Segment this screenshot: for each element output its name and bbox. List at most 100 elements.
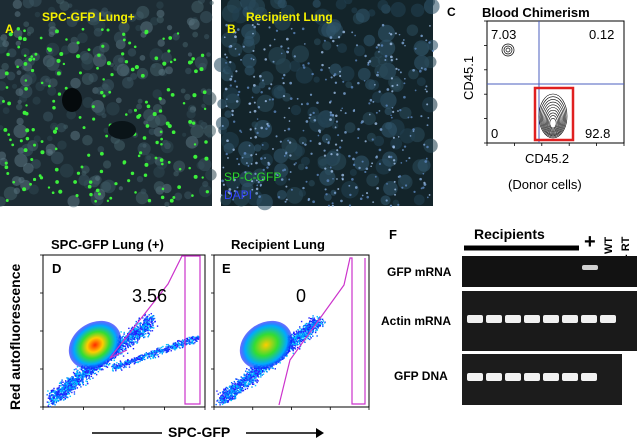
- event: [48, 392, 51, 395]
- gfp-cell: [94, 199, 97, 203]
- dapi-nucleus: [229, 78, 233, 81]
- tissue-blob: [243, 35, 255, 47]
- dapi-nucleus: [228, 45, 231, 48]
- event: [176, 345, 179, 347]
- event: [233, 396, 235, 398]
- event: [128, 363, 131, 366]
- dapi-nucleus: [220, 194, 223, 197]
- dapi-nucleus: [312, 200, 316, 204]
- event: [171, 346, 174, 349]
- event: [180, 341, 183, 343]
- gfp-cell: [30, 158, 34, 162]
- gfp-cell: [18, 36, 23, 41]
- event: [119, 365, 122, 367]
- tissue-blob: [116, 63, 130, 77]
- dapi-nucleus: [252, 84, 256, 87]
- event: [223, 402, 225, 404]
- event: [136, 334, 138, 337]
- gfp-cell: [101, 44, 105, 48]
- gfp-cell: [52, 99, 56, 103]
- event: [251, 373, 253, 375]
- event: [224, 402, 226, 404]
- event: [147, 352, 149, 355]
- event: [159, 351, 162, 353]
- event: [162, 349, 165, 351]
- event: [79, 383, 81, 386]
- event: [298, 343, 300, 346]
- gfp-cell: [97, 53, 101, 57]
- event: [316, 329, 319, 331]
- gfp-cell: [12, 180, 16, 184]
- event: [136, 330, 139, 332]
- event: [77, 373, 80, 376]
- dapi-nucleus: [403, 145, 407, 148]
- event: [124, 363, 126, 366]
- event: [134, 357, 136, 360]
- dapi-nucleus: [266, 166, 269, 169]
- event: [224, 395, 227, 398]
- event: [235, 387, 237, 390]
- tissue-blob: [172, 33, 180, 41]
- dapi-nucleus: [266, 122, 269, 126]
- event: [295, 333, 297, 335]
- event: [242, 377, 245, 379]
- dapi-nucleus: [318, 131, 321, 134]
- tissue-blob: [280, 4, 295, 20]
- event: [162, 351, 165, 353]
- dapi-nucleus: [230, 75, 233, 78]
- dapi-nucleus: [375, 155, 378, 159]
- event: [146, 316, 149, 318]
- event: [304, 324, 306, 327]
- event: [64, 380, 67, 382]
- event: [296, 334, 298, 336]
- dapi-nucleus: [343, 92, 346, 95]
- tissue-blob: [118, 186, 123, 191]
- event: [225, 396, 227, 399]
- event: [89, 369, 91, 371]
- dapi-nucleus: [256, 184, 259, 187]
- event: [299, 327, 301, 330]
- event: [253, 372, 256, 374]
- event: [145, 352, 148, 354]
- tissue-blob: [70, 77, 81, 89]
- event: [124, 345, 126, 347]
- event: [69, 388, 72, 391]
- tissue-blob: [51, 151, 64, 165]
- event: [113, 357, 115, 360]
- event: [314, 331, 317, 334]
- tissue-blob: [173, 170, 179, 177]
- dapi-nucleus: [337, 36, 341, 39]
- dapi-nucleus: [405, 160, 408, 162]
- event: [143, 319, 145, 322]
- event: [137, 361, 139, 364]
- gfp-cell: [169, 198, 174, 203]
- tissue-blob: [313, 38, 321, 46]
- gfp-cell: [137, 154, 141, 158]
- gfp-cell: [194, 69, 198, 74]
- event: [152, 351, 155, 353]
- event: [220, 398, 222, 400]
- gfp-cell: [200, 53, 205, 58]
- event: [82, 382, 84, 385]
- event: [234, 385, 237, 387]
- tissue-blob: [217, 99, 227, 109]
- event: [69, 386, 71, 388]
- event: [128, 360, 131, 362]
- event: [86, 371, 88, 373]
- dapi-nucleus: [272, 148, 274, 150]
- dapi-nucleus: [238, 90, 241, 94]
- dapi-nucleus: [368, 113, 371, 116]
- gfp-cell: [127, 179, 131, 183]
- tissue-blob: [31, 159, 41, 169]
- event: [217, 399, 219, 401]
- dapi-nucleus: [398, 175, 402, 178]
- event: [306, 324, 309, 327]
- event: [191, 337, 193, 339]
- event: [126, 339, 129, 341]
- event: [247, 385, 250, 388]
- event: [120, 368, 122, 370]
- dapi-nucleus: [388, 32, 391, 34]
- event: [256, 374, 259, 377]
- dapi-nucleus: [378, 162, 382, 165]
- tissue-blob: [425, 0, 436, 7]
